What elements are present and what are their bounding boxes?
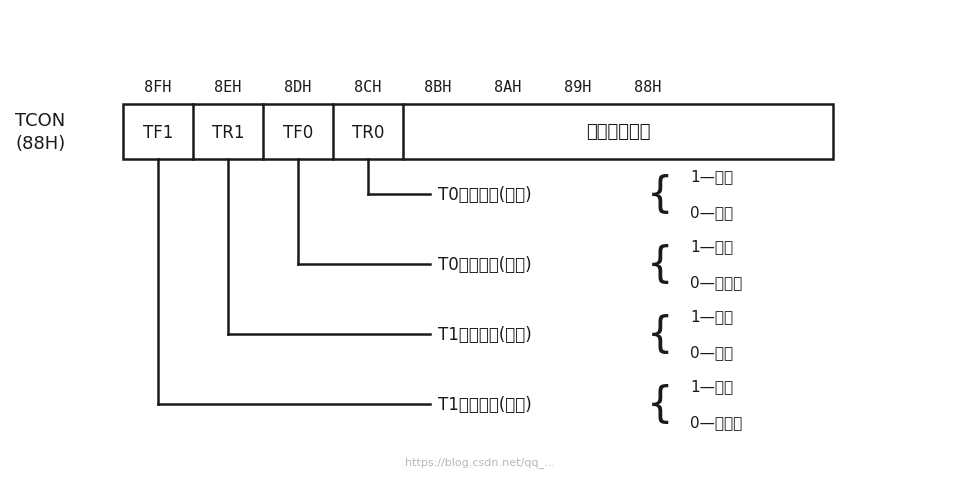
Text: 8DH: 8DH — [285, 80, 311, 95]
Text: 8BH: 8BH — [424, 80, 451, 95]
Text: 88H: 88H — [634, 80, 662, 95]
Text: 1—溢出: 1—溢出 — [690, 239, 733, 254]
Text: 0—未溢出: 0—未溢出 — [690, 415, 742, 430]
Text: {: { — [647, 174, 673, 215]
Text: 8AH: 8AH — [494, 80, 522, 95]
Text: 8EH: 8EH — [215, 80, 241, 95]
Text: TF1: TF1 — [143, 123, 173, 141]
Text: 8FH: 8FH — [145, 80, 171, 95]
Text: TR0: TR0 — [352, 123, 384, 141]
Text: https://blog.csdn.net/qq_...: https://blog.csdn.net/qq_... — [405, 456, 555, 467]
Text: T0运行控制(软件): T0运行控制(软件) — [438, 186, 532, 204]
Text: T1运行控制(软件): T1运行控制(软件) — [438, 325, 532, 343]
Text: TR1: TR1 — [212, 123, 244, 141]
Text: 用于外部中断: 用于外部中断 — [585, 123, 650, 141]
Text: T1溢出标志(硬件): T1溢出标志(硬件) — [438, 395, 532, 413]
Text: 0—停止: 0—停止 — [690, 205, 733, 220]
Text: 89H: 89H — [564, 80, 592, 95]
Text: TF0: TF0 — [283, 123, 313, 141]
Text: 0—未溢出: 0—未溢出 — [690, 275, 742, 290]
Text: {: { — [647, 243, 673, 286]
Text: TCON
(88H): TCON (88H) — [15, 111, 65, 153]
Text: 1—启动: 1—启动 — [690, 309, 733, 324]
Text: {: { — [647, 313, 673, 355]
Text: T0溢出标志(硬件): T0溢出标志(硬件) — [438, 256, 532, 273]
Text: 1—溢出: 1—溢出 — [690, 378, 733, 393]
Text: 0—停止: 0—停止 — [690, 345, 733, 360]
Bar — [123, 105, 833, 160]
Text: 8CH: 8CH — [354, 80, 381, 95]
Text: 1—启动: 1—启动 — [690, 169, 733, 184]
Text: {: { — [647, 383, 673, 425]
